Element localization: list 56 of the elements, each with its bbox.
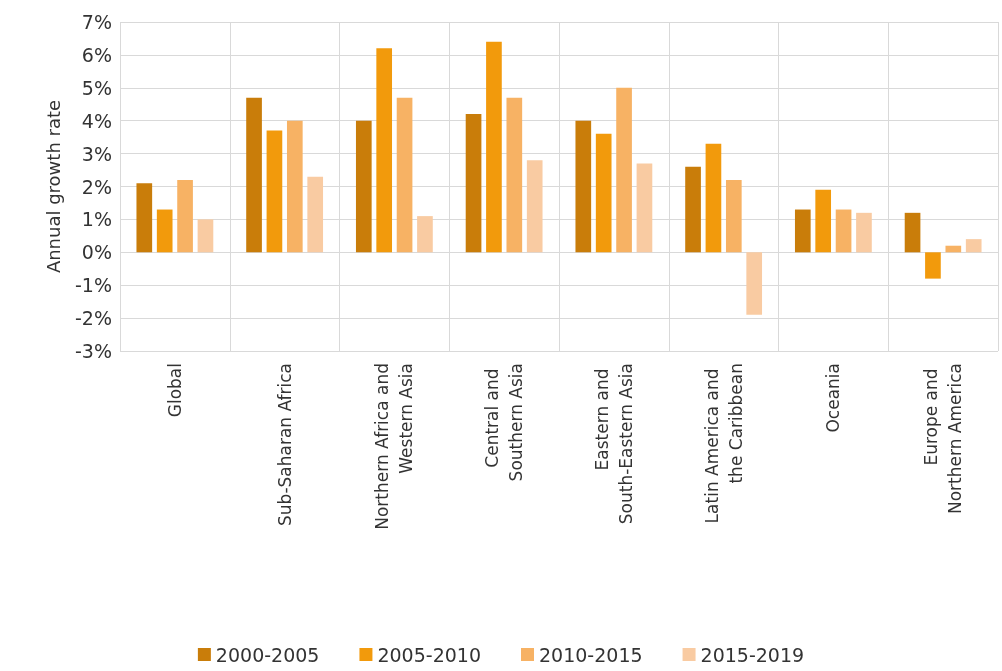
bar — [246, 97, 262, 253]
bar — [197, 219, 214, 253]
y-tick-label: -3% — [75, 340, 112, 362]
y-axis-title: Annual growth rate — [42, 99, 64, 274]
x-tick-label: Global — [164, 363, 185, 418]
legend-label: 2005-2010 — [377, 643, 482, 666]
bar — [794, 209, 811, 253]
bar — [925, 252, 941, 279]
bar — [636, 163, 653, 253]
legend-label: 2015-2019 — [700, 643, 805, 666]
legend-label: 2010-2015 — [539, 643, 643, 666]
bar — [506, 97, 523, 253]
bar — [856, 212, 872, 253]
bar — [266, 130, 283, 253]
x-tick-label: Europe and Northern America — [921, 363, 966, 514]
bar — [486, 41, 502, 253]
bar — [465, 114, 482, 253]
y-tick-label: -2% — [75, 307, 112, 330]
bar — [526, 160, 543, 253]
bar — [746, 252, 763, 315]
bar — [945, 245, 962, 253]
y-tick-label: 1% — [81, 208, 112, 231]
y-tick-label: 5% — [81, 76, 112, 99]
y-tick-label: 0% — [81, 241, 112, 264]
bar — [417, 216, 433, 253]
bar — [595, 133, 612, 253]
bar — [136, 183, 153, 253]
bar — [965, 239, 982, 253]
x-tick-label: Northern Africa and Western Asia — [372, 363, 417, 530]
bar — [835, 209, 852, 253]
y-tick-label: 3% — [81, 142, 112, 165]
legend-label: 2000-2005 — [215, 643, 320, 666]
bar — [177, 179, 193, 253]
bar — [616, 87, 632, 253]
bar — [286, 120, 303, 253]
x-tick-label: Eastern and South-Eastern Asia — [591, 363, 636, 525]
x-tick-label: Latin America and the Caribbean — [701, 363, 746, 524]
bar — [575, 120, 592, 253]
bar — [815, 189, 832, 253]
y-tick-label: 4% — [81, 109, 112, 132]
bar — [396, 97, 413, 253]
x-tick-label: Oceania — [823, 363, 844, 433]
y-tick-label: 7% — [81, 11, 112, 33]
bar — [725, 179, 742, 253]
x-tick-label: Central and Southern Asia — [482, 363, 527, 482]
y-tick-label: 2% — [81, 175, 112, 198]
bar — [705, 143, 722, 253]
bar — [355, 120, 372, 253]
bar — [376, 48, 393, 253]
y-tick-label: 6% — [81, 43, 112, 66]
bar — [307, 176, 324, 253]
y-tick-label: -1% — [75, 274, 112, 297]
bar — [156, 209, 173, 253]
bar — [685, 166, 701, 253]
bar — [904, 212, 921, 253]
x-tick-label: Sub-Saharan Africa — [274, 363, 295, 526]
